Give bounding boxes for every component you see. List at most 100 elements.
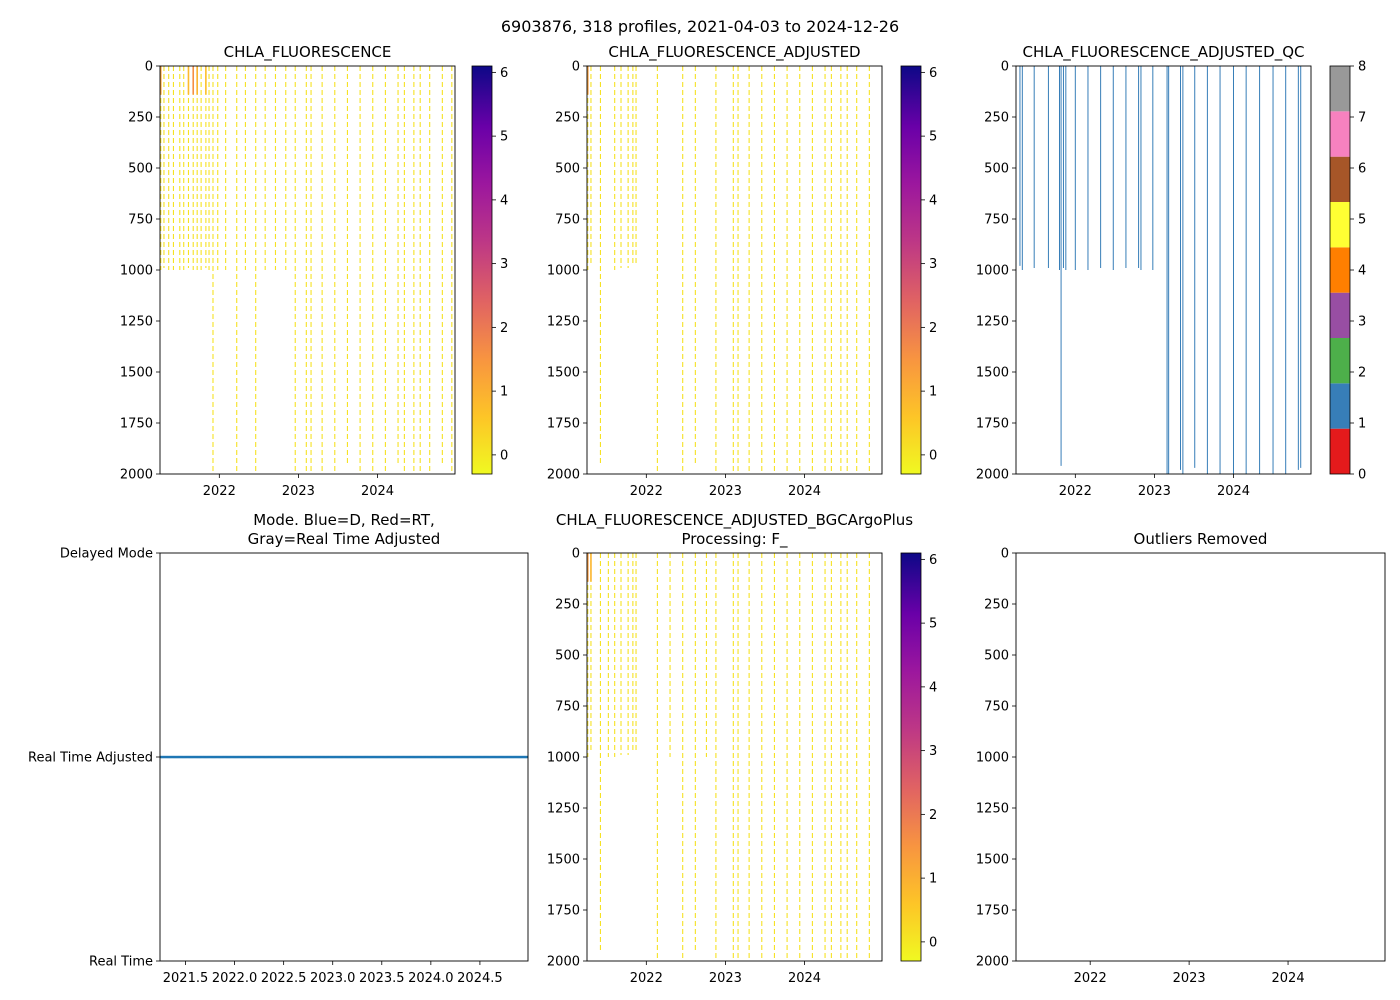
outliers-ytick-label: 1250 (976, 802, 1009, 817)
qc-xtick-label: 2022 (1059, 484, 1092, 499)
outliers-xtick-label: 2024 (1272, 971, 1305, 986)
outliers-ytick-label: 1500 (976, 853, 1009, 868)
qc-colorbar-segment (1330, 66, 1350, 112)
qc-colorbar-tick-label: 7 (1358, 111, 1366, 126)
qc-axes-frame (1015, 65, 1312, 475)
mode-title-line: Mode. Blue=D, Red=RT, (253, 511, 435, 529)
adjusted-title-line: CHLA_FLUORESCENCE_ADJUSTED (608, 43, 860, 62)
qc-colorbar-segment (1330, 111, 1350, 157)
qc-ytick-label: 1500 (976, 366, 1009, 381)
raw-ytick-label: 1750 (120, 417, 153, 432)
outliers-ytick-label: 1750 (976, 904, 1009, 919)
outliers-xtick-label: 2022 (1074, 971, 1107, 986)
qc-colorbar-segment (1330, 428, 1350, 474)
qc-colorbar-tick-label: 2 (1358, 366, 1366, 381)
raw-colorbar-tick-label: 5 (500, 130, 508, 145)
qc-title-line: CHLA_FLUORESCENCE_ADJUSTED_QC (1023, 43, 1305, 62)
raw-ytick-label: 750 (128, 213, 153, 228)
adjusted-colorbar-tick-label: 2 (929, 321, 937, 336)
adjusted-ytick-label: 500 (555, 162, 580, 177)
adjusted-xtick-label: 2023 (709, 484, 742, 499)
qc-colorbar-segment (1330, 292, 1350, 338)
outliers-ytick-label: 1000 (976, 751, 1009, 766)
raw-colorbar-tick-label: 2 (500, 321, 508, 336)
qc-colorbar-tick-label: 4 (1358, 264, 1366, 279)
bgc-colorbar-tick-label: 2 (929, 808, 937, 823)
outliers-axes-frame (1015, 552, 1386, 962)
bgc-axes-frame (586, 552, 883, 962)
mode-xtick-label: 2022.0 (212, 971, 258, 986)
adjusted-ytick-label: 2000 (547, 468, 580, 483)
bgc-ytick-label: 0 (572, 547, 580, 562)
qc-ytick-label: 1000 (976, 264, 1009, 279)
bgc-colorbar-tick-label: 6 (929, 553, 937, 568)
raw-colorbar-tick-label: 6 (500, 66, 508, 81)
bgc-colorbar-gradient (901, 553, 921, 961)
mode-xtick-label: 2024.0 (408, 971, 454, 986)
mode-xtick-label: 2021.5 (163, 971, 209, 986)
mode-xtick-label: 2022.5 (261, 971, 307, 986)
bgc-xtick-label: 2024 (788, 971, 821, 986)
qc-colorbar-segment (1330, 383, 1350, 429)
qc-ytick-label: 2000 (976, 468, 1009, 483)
adjusted-ytick-label: 1250 (547, 315, 580, 330)
bgc-colorbar-tick-label: 1 (929, 872, 937, 887)
outliers-ytick-label: 250 (984, 598, 1009, 613)
adjusted-colorbar-frame (900, 65, 922, 475)
adjusted-colorbar-tick-label: 3 (929, 257, 937, 272)
outliers-xtick-label: 2023 (1173, 971, 1206, 986)
bgc-ytick-label: 500 (555, 649, 580, 664)
bgc-ytick-label: 2000 (547, 955, 580, 970)
qc-colorbar-tick-label: 8 (1358, 60, 1366, 75)
mode-title-line: Gray=Real Time Adjusted (248, 530, 441, 548)
outliers-ytick-label: 2000 (976, 955, 1009, 970)
figure-suptitle: 6903876, 318 profiles, 2021-04-03 to 202… (501, 17, 899, 36)
qc-colorbar-segment (1330, 338, 1350, 384)
outliers-ytick-label: 500 (984, 649, 1009, 664)
adjusted-ytick-label: 1500 (547, 366, 580, 381)
adjusted-xtick-label: 2022 (630, 484, 663, 499)
adjusted-ytick-label: 750 (555, 213, 580, 228)
outliers-ytick-label: 0 (1001, 547, 1009, 562)
bgc-colorbar-tick-label: 3 (929, 744, 937, 759)
qc-colorbar-segment (1330, 202, 1350, 248)
qc-colorbar-segment (1330, 247, 1350, 293)
raw-colorbar-gradient (472, 66, 492, 474)
raw-xtick-label: 2023 (282, 484, 315, 499)
raw-ytick-label: 250 (128, 111, 153, 126)
adjusted-ytick-label: 250 (555, 111, 580, 126)
adjusted-axes-frame (586, 65, 883, 475)
raw-colorbar-frame (471, 65, 493, 475)
bgc-colorbar-frame (900, 552, 922, 962)
qc-colorbar-tick-label: 3 (1358, 315, 1366, 330)
mode-xtick-label: 2023.0 (310, 971, 356, 986)
bgc-colorbar-tick-label: 0 (929, 935, 937, 950)
bgc-xtick-label: 2022 (630, 971, 663, 986)
qc-ytick-label: 1750 (976, 417, 1009, 432)
bgc-xtick-label: 2023 (709, 971, 742, 986)
qc-colorbar-segment (1330, 156, 1350, 202)
raw-ytick-label: 1000 (120, 264, 153, 279)
qc-xtick-label: 2024 (1217, 484, 1250, 499)
qc-colorbar-tick-label: 5 (1358, 213, 1366, 228)
mode-ytick-label: Delayed Mode (60, 547, 153, 562)
raw-title-line: CHLA_FLUORESCENCE (224, 43, 392, 62)
bgc-colorbar-tick-label: 5 (929, 617, 937, 632)
bgc-title-line: CHLA_FLUORESCENCE_ADJUSTED_BGCArgoPlus (556, 511, 913, 530)
bgc-colorbar-tick-label: 4 (929, 680, 937, 695)
raw-axes-frame (159, 65, 456, 475)
raw-ytick-label: 500 (128, 162, 153, 177)
adjusted-colorbar-tick-label: 5 (929, 130, 937, 145)
bgc-ytick-label: 750 (555, 700, 580, 715)
adjusted-colorbar-tick-label: 0 (929, 448, 937, 463)
bgc-ytick-label: 1000 (547, 751, 580, 766)
raw-colorbar-tick-label: 3 (500, 257, 508, 272)
outliers-ytick-label: 750 (984, 700, 1009, 715)
raw-colorbar-tick-label: 1 (500, 385, 508, 400)
panel-outliers-removed: 0 250 500 750 1000 1250 1500 1750 2000 2022 2023 20… (976, 530, 1386, 986)
qc-xtick-label: 2023 (1138, 484, 1171, 499)
qc-ytick-label: 750 (984, 213, 1009, 228)
